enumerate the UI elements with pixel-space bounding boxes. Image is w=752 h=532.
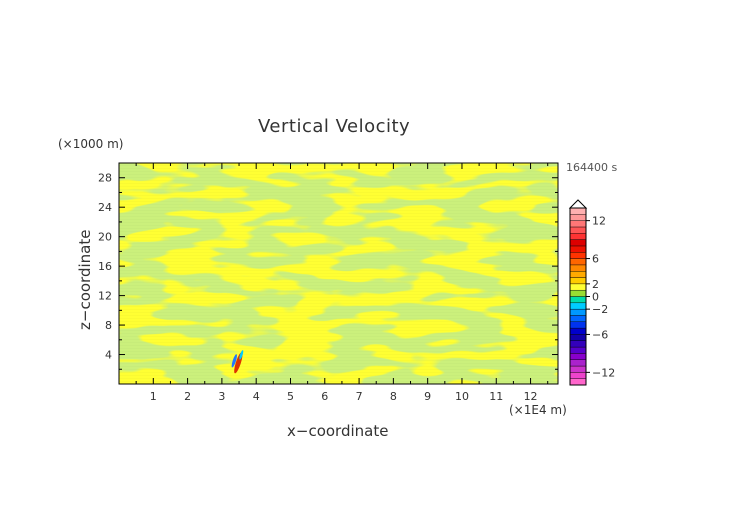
colorbar-swatch <box>569 296 587 304</box>
y-tick-label: 28 <box>98 172 112 185</box>
x-tick-label: 3 <box>218 390 225 403</box>
colorbar-swatch <box>569 226 587 234</box>
x-tick-label: 10 <box>455 390 469 403</box>
y-axis-unit: (×1000 m) <box>58 137 124 151</box>
colorbar-swatch <box>569 308 587 316</box>
x-tick-label: 8 <box>390 390 397 403</box>
colorbar-swatch <box>569 378 587 386</box>
colorbar-swatch <box>569 277 587 285</box>
colorbar-swatch <box>569 365 587 373</box>
chart-title: Vertical Velocity <box>258 116 411 137</box>
feature-downdraft-2 <box>239 350 244 360</box>
y-tick-label: 4 <box>105 349 112 362</box>
colorbar-swatch <box>569 233 587 240</box>
colorbar-swatch <box>569 245 587 253</box>
y-tick-label: 20 <box>98 231 112 244</box>
x-tick-label: 4 <box>253 390 260 403</box>
colorbar-swatch <box>569 302 587 310</box>
colorbar: 12 6 20−2 −6 −12 <box>568 199 615 386</box>
colorbar-swatch <box>569 214 587 221</box>
colorbar-swatch <box>569 372 587 379</box>
y-tick-label: 16 <box>98 260 112 273</box>
colorbar-tick-label: −2 <box>592 303 608 316</box>
x-tick-label: 12 <box>524 390 538 403</box>
x-tick-label: 2 <box>184 390 191 403</box>
x-axis-unit: (×1E4 m) <box>509 403 567 417</box>
colorbar-extend-triangle <box>568 199 588 209</box>
field-texture <box>119 163 558 384</box>
feature-downdraft <box>231 354 237 368</box>
colorbar-swatch <box>569 258 587 266</box>
colorbar-swatch <box>569 334 587 341</box>
colorbar-swatch <box>569 220 587 228</box>
colorbar-swatch <box>569 207 587 215</box>
colorbar-swatch <box>569 327 587 335</box>
x-tick-label: 9 <box>424 390 431 403</box>
x-axis-label: x−coordinate <box>287 422 389 440</box>
colorbar-swatch <box>569 321 587 329</box>
y-tick-label: 8 <box>105 319 112 332</box>
y-tick-label: 12 <box>98 290 112 303</box>
colorbar-tick-label: −6 <box>592 328 608 341</box>
colorbar-swatch <box>569 283 587 291</box>
colorbar-tick-label: 12 <box>592 215 606 228</box>
x-tick-label: 7 <box>356 390 363 403</box>
colorbar-swatch <box>569 315 587 322</box>
colorbar-swatch <box>569 353 587 360</box>
x-tick-label: 11 <box>489 390 503 403</box>
heatmap-field <box>119 163 558 384</box>
plot-frame <box>118 162 559 385</box>
x-tick-label: 1 <box>150 390 157 403</box>
colorbar-tick-label: 0 <box>592 291 599 304</box>
x-tick-label: 6 <box>321 390 328 403</box>
colorbar-swatch <box>569 264 587 272</box>
colorbar-tick-label: 2 <box>592 278 599 291</box>
x-tick-label: 5 <box>287 390 294 403</box>
colorbar-swatch <box>569 346 587 354</box>
colorbar-tick-label: 6 <box>592 253 599 266</box>
colorbar-swatch <box>569 289 587 297</box>
time-label: 164400 s <box>566 161 618 174</box>
colorbar-swatch <box>569 340 587 348</box>
colorbar-tick-label: −12 <box>592 366 615 379</box>
colorbar-swatch <box>569 239 587 247</box>
colorbar-swatch <box>569 359 587 367</box>
colorbar-swatch <box>569 252 587 259</box>
colorbar-swatch <box>569 271 587 278</box>
y-tick-label: 24 <box>98 201 112 214</box>
